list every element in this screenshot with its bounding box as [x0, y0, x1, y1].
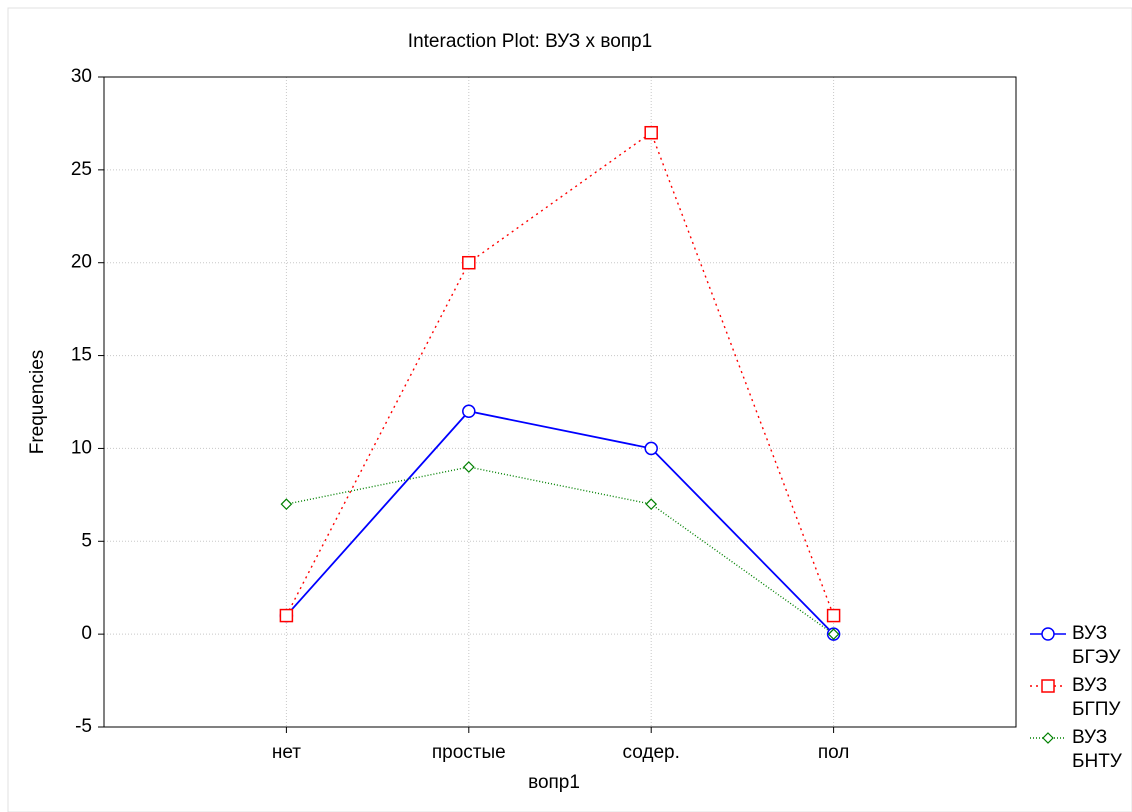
- marker: [462, 404, 476, 419]
- x-axis-label: вопр1: [528, 772, 580, 793]
- y-tick-label: 25: [71, 159, 92, 180]
- legend-marker: [1042, 732, 1054, 744]
- series-line: [285, 410, 835, 635]
- x-tick-label: нет: [272, 742, 301, 763]
- y-tick-label: 0: [81, 623, 92, 644]
- marker: [280, 498, 293, 510]
- legend-label: ВУЗ БГЭУ: [1072, 623, 1121, 668]
- chart-title: Interaction Plot: ВУЗ x вопр1: [408, 31, 652, 52]
- x-tick-label: содер.: [623, 742, 680, 763]
- y-axis-label: Frequencies: [27, 350, 48, 455]
- marker: [279, 608, 294, 623]
- y-tick-label: 10: [71, 437, 92, 458]
- x-tick-label: простые: [432, 742, 506, 763]
- y-tick-label: 15: [71, 345, 92, 366]
- legend-marker: [1041, 627, 1055, 641]
- marker: [644, 441, 658, 456]
- y-tick-label: -5: [75, 716, 92, 737]
- marker: [645, 498, 658, 510]
- marker: [462, 255, 476, 270]
- plot-area: [104, 77, 1016, 727]
- series-line: [286, 466, 835, 635]
- y-tick-label: 30: [71, 66, 92, 87]
- marker: [644, 125, 658, 140]
- marker: [462, 461, 475, 473]
- plot-border: [103, 76, 1017, 728]
- legend-label: ВУЗ БГПУ: [1072, 675, 1121, 720]
- y-tick-label: 5: [81, 530, 92, 551]
- marker: [826, 608, 841, 623]
- legend-label: ВУЗ БНТУ: [1072, 727, 1122, 772]
- marker: [827, 628, 840, 640]
- series-line: [285, 131, 835, 616]
- x-tick-label: пол: [818, 742, 850, 763]
- y-tick-label: 20: [71, 252, 92, 273]
- legend-marker: [1041, 679, 1055, 693]
